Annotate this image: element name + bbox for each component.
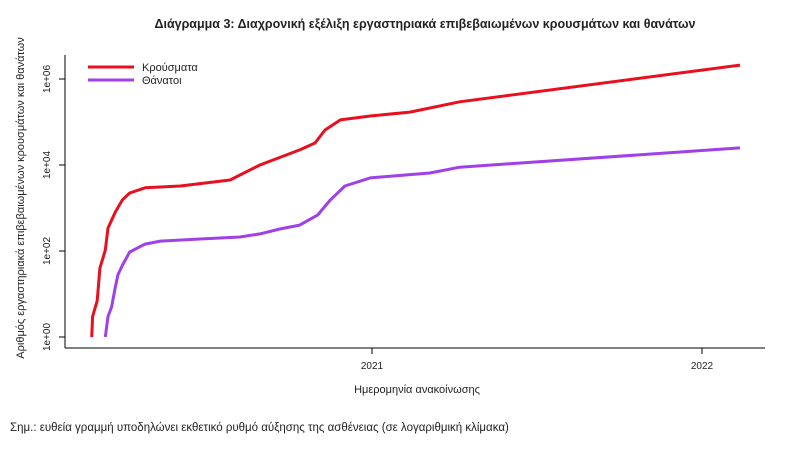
y-tick-label: 1e+00 — [42, 323, 53, 352]
x-axis-label: Ημερομηνία ανακοίνωσης — [354, 384, 480, 396]
chart-title: Διάγραμμα 3: Διαχρονική εξέλιξη εργαστηρ… — [154, 17, 695, 31]
legend-label-deaths: Θάνατοι — [142, 75, 182, 87]
deaths-line — [103, 146, 741, 338]
legend: Κρούσματα Θάνατοι — [88, 62, 198, 87]
footnote: Σημ.: ευθεία γραμμή υποδηλώνει εκθετικό … — [10, 422, 509, 434]
y-tick-label: 1e+06 — [42, 65, 53, 94]
y-tick-label: 1e+04 — [42, 151, 53, 180]
y-tick-label: 1e+02 — [42, 237, 53, 266]
y-axis-label: Αριθμός εργαστηριακά επιβεβαιωμένων κρου… — [15, 37, 27, 359]
cases-line — [90, 63, 741, 338]
x-tick-label: 2021 — [361, 361, 384, 372]
x-tick-label: 2022 — [691, 361, 714, 372]
legend-label-cases: Κρούσματα — [142, 62, 198, 74]
